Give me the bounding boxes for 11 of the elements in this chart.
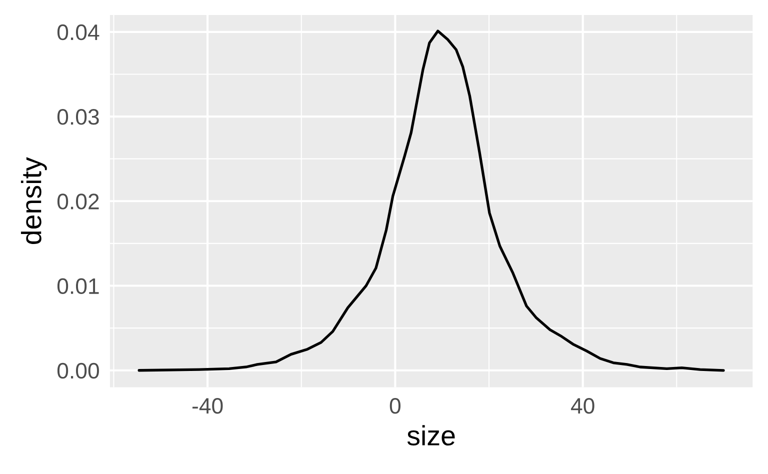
y-tick-label: 0.01: [57, 278, 99, 294]
y-tick-label: 0.04: [57, 24, 100, 40]
y-tick-label: 0.00: [57, 362, 99, 379]
x-axis-title: size: [407, 425, 455, 446]
x-tick-label: 0: [390, 398, 400, 414]
line-series: [138, 30, 725, 372]
y-axis-title: density: [20, 157, 47, 244]
y-tick-label: 0.03: [57, 109, 99, 125]
y-tick-label: 0.02: [57, 194, 99, 210]
x-tick-label: 40: [570, 398, 594, 414]
x-tick-label: -40: [192, 398, 223, 414]
